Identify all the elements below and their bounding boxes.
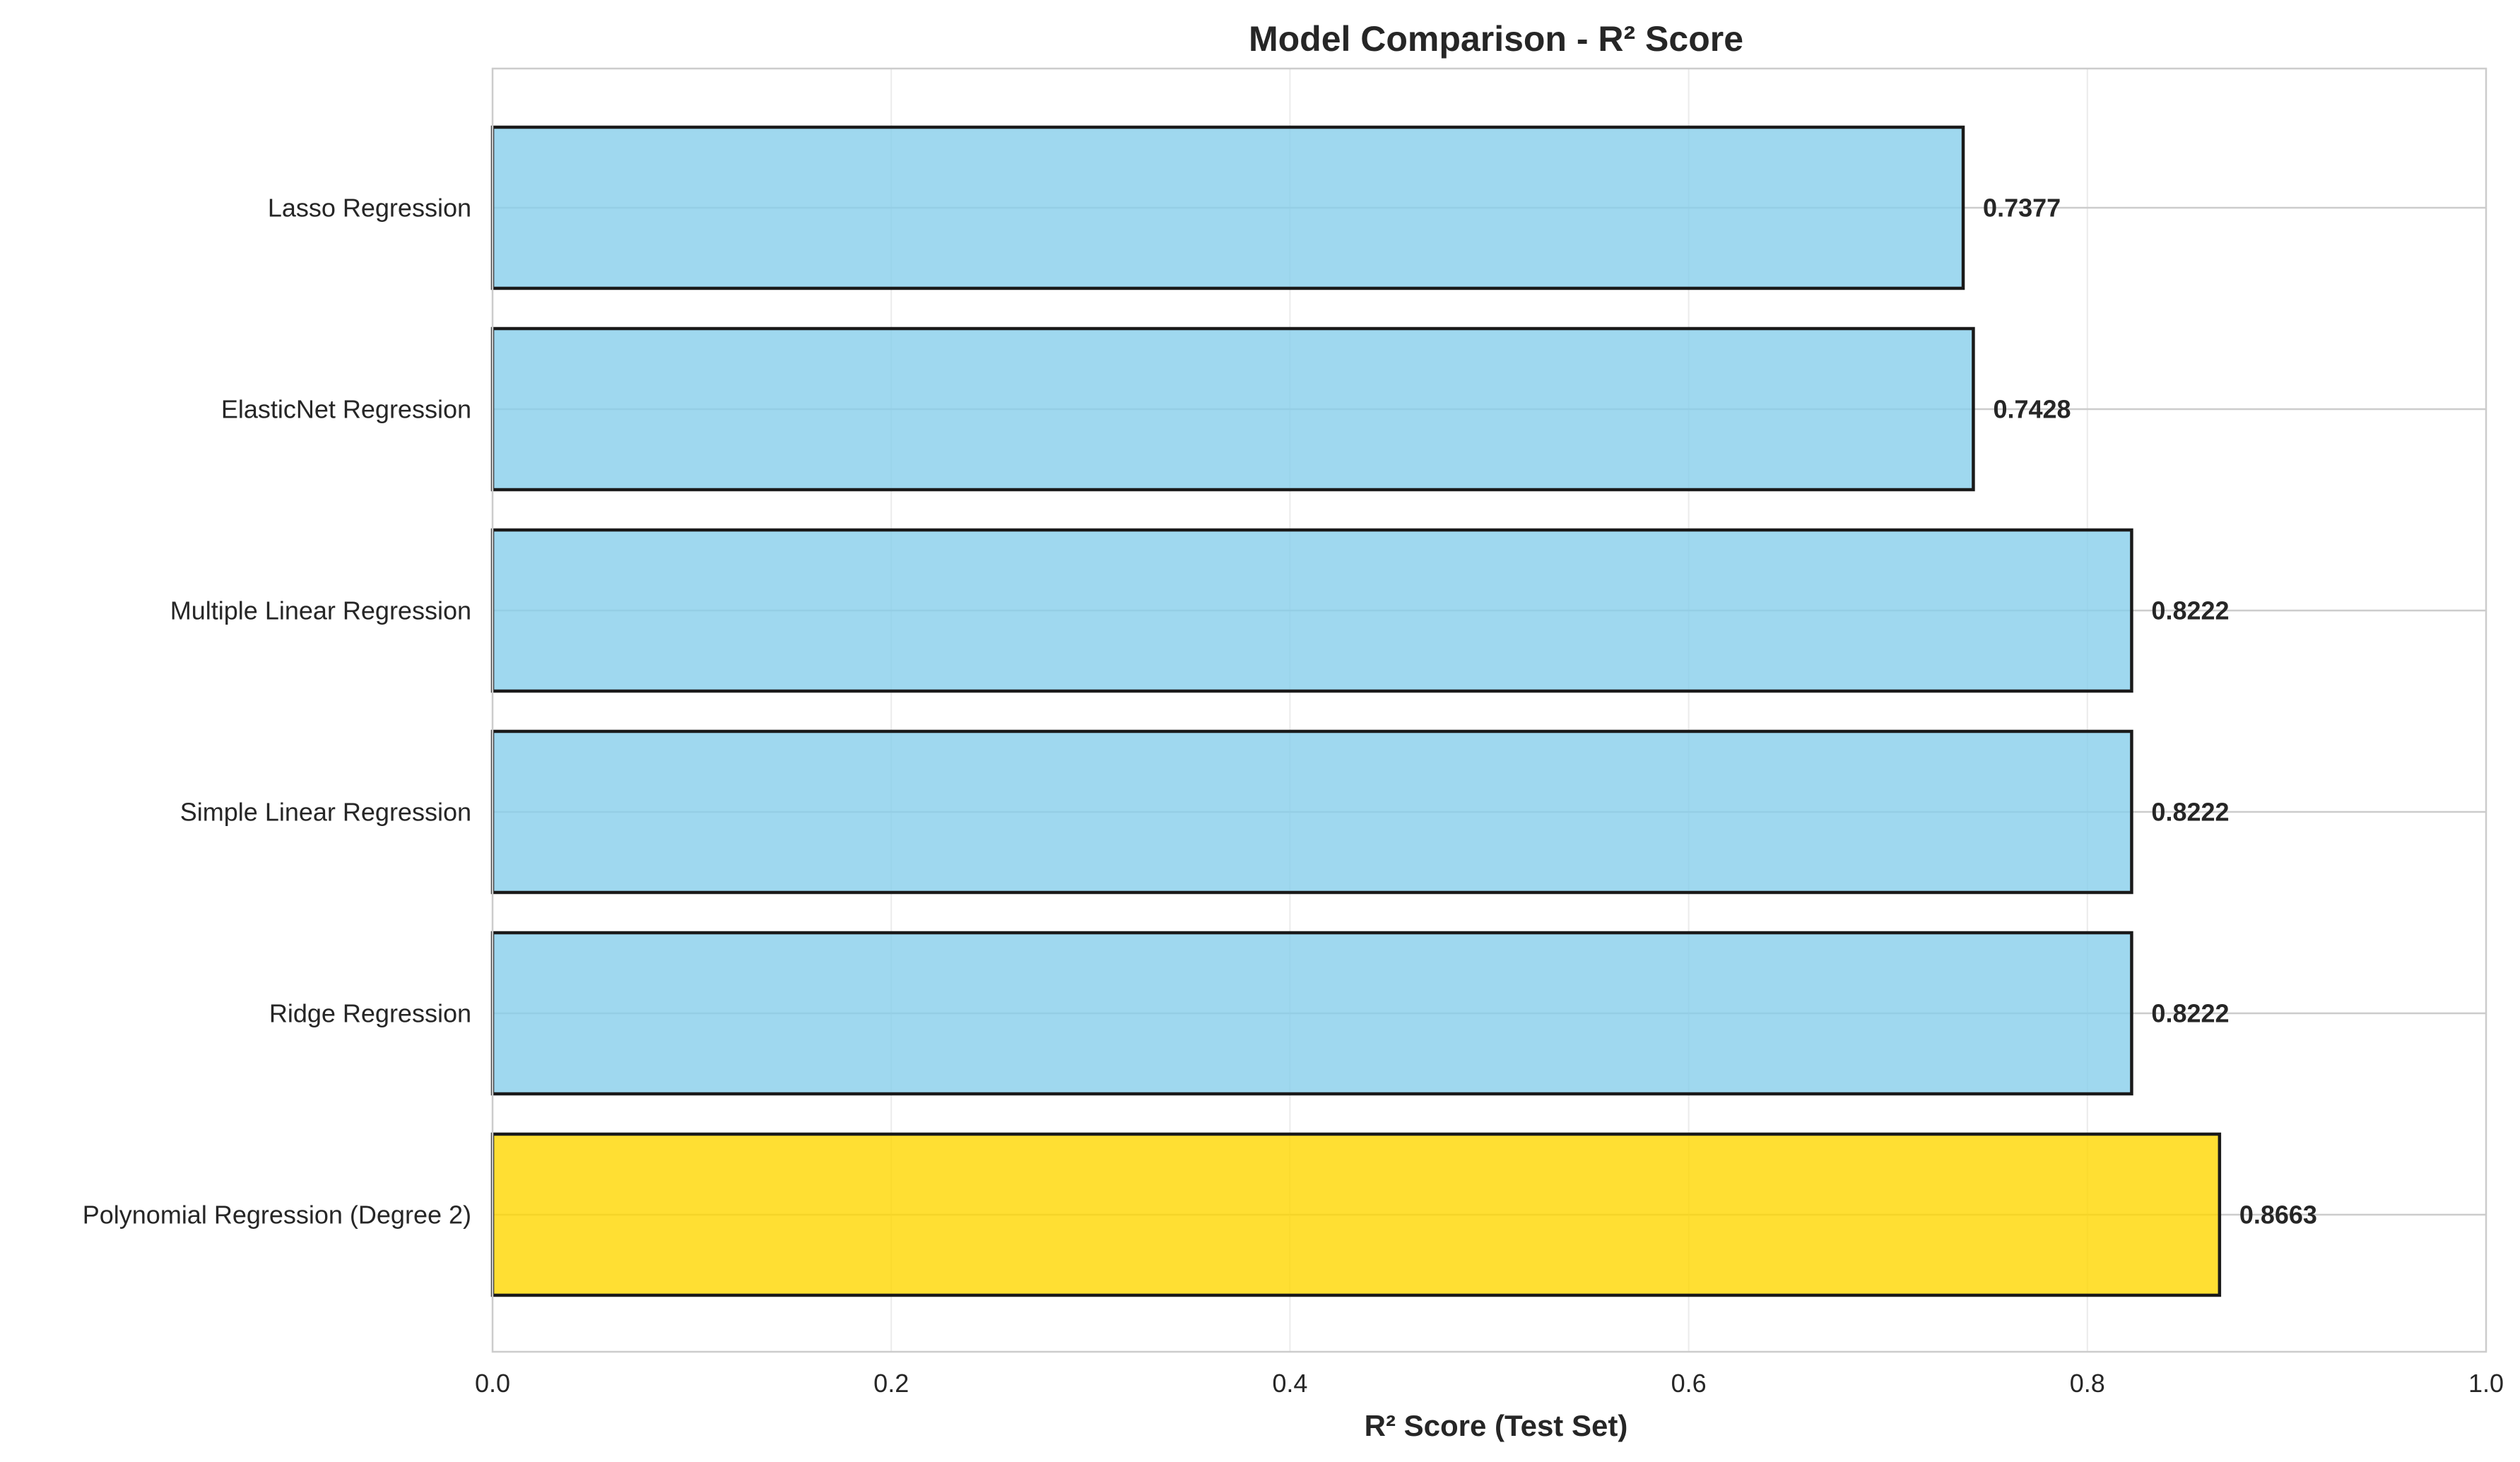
bar	[490, 326, 1975, 492]
x-tick-label: 0.8	[2070, 1369, 2105, 1398]
value-label: 0.8663	[2239, 1201, 2317, 1230]
value-label: 0.7428	[1993, 395, 2071, 424]
bar	[490, 931, 2133, 1096]
category-label: ElasticNet Regression	[221, 395, 471, 424]
bar	[490, 1132, 2222, 1297]
category-label: Simple Linear Regression	[180, 798, 471, 827]
x-tick-label: 0.6	[1671, 1369, 1707, 1398]
category-label: Polynomial Regression (Degree 2)	[83, 1201, 471, 1230]
chart-title: Model Comparison - R² Score	[1249, 19, 1743, 59]
value-label: 0.8222	[2151, 999, 2229, 1028]
value-label: 0.8222	[2151, 596, 2229, 625]
labels-layer: 0.7377 0.7428 0.8222 0.8222 0.8222 0.8663	[1983, 194, 2317, 1230]
x-tick-label: 1.0	[2468, 1369, 2504, 1398]
x-tick-label: 0.0	[475, 1369, 510, 1398]
category-label: Lasso Regression	[268, 194, 471, 223]
plot-frame	[491, 67, 2487, 1353]
category-label: Ridge Regression	[269, 999, 471, 1028]
value-label: 0.8222	[2151, 798, 2229, 827]
category-label: Multiple Linear Regression	[170, 596, 471, 625]
bar	[490, 729, 2133, 895]
frame-layer	[491, 67, 2487, 1353]
x-tick-label: 0.4	[1272, 1369, 1307, 1398]
bars-layer	[490, 125, 2222, 1297]
bar	[490, 528, 2133, 693]
x-tick-label: 0.2	[873, 1369, 909, 1398]
x-axis-label: R² Score (Test Set)	[1365, 1409, 1628, 1442]
ticks-layer: 0.0 0.2 0.4 0.6 0.8 1.0 Lasso Regression Elasti…	[83, 194, 2504, 1398]
bar	[490, 125, 1965, 290]
value-label: 0.7377	[1983, 194, 2061, 223]
